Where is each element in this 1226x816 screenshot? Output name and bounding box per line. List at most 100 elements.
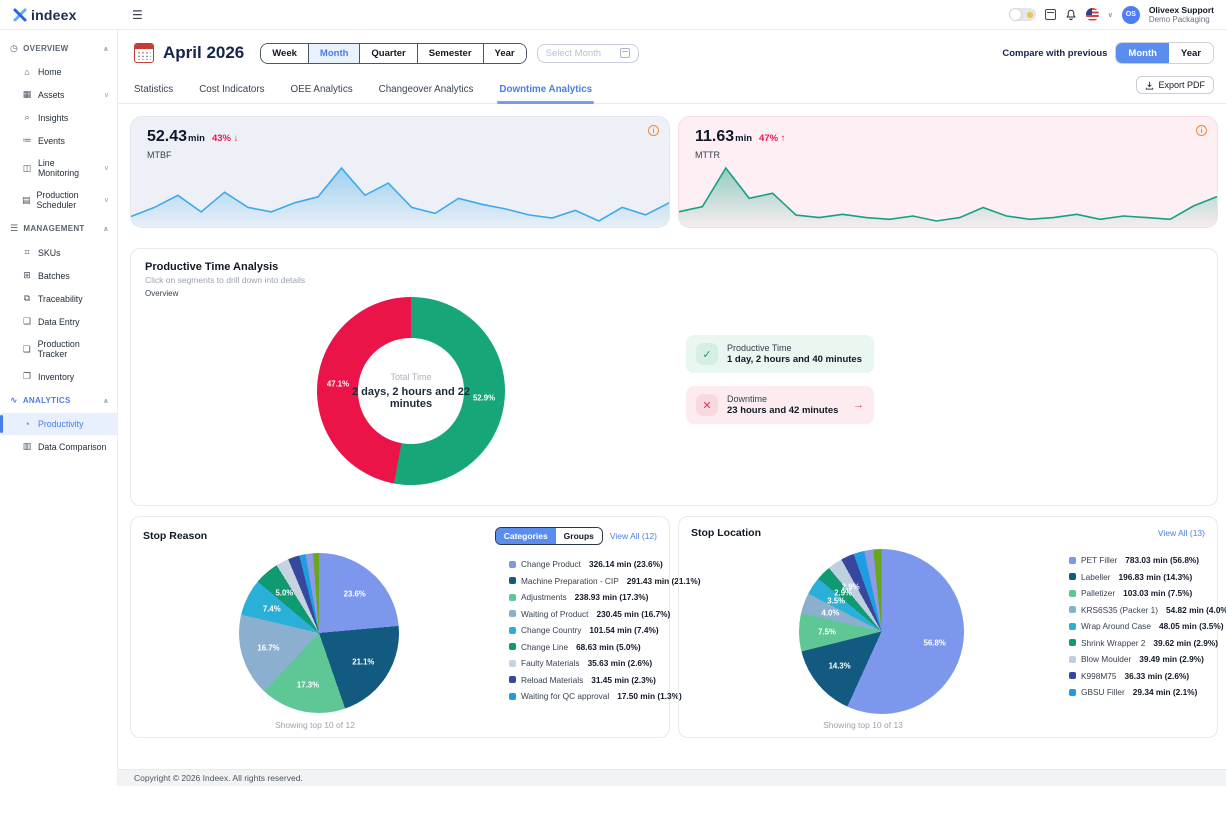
sidebar-section-management[interactable]: ☰MANAGEMENT∧	[0, 216, 117, 241]
sidebar-item-production-tracker[interactable]: ❏Production Tracker	[0, 333, 117, 365]
mttr-info-icon[interactable]	[1196, 125, 1207, 136]
range-quarter-button[interactable]: Quarter	[360, 44, 417, 63]
chevron-up-icon[interactable]: ∧	[103, 45, 109, 53]
language-flag-icon[interactable]	[1086, 8, 1099, 21]
toggle-groups-button[interactable]: Groups	[556, 528, 602, 544]
legend-color-swatch	[1069, 590, 1076, 597]
legend-value: 31.45 min (2.3%)	[591, 675, 656, 685]
sidebar-item-data-entry[interactable]: ❏Data Entry	[0, 310, 117, 333]
productive-chip-value: 1 day, 2 hours and 40 minutes	[727, 354, 862, 365]
app-logo[interactable]: indeex	[0, 7, 118, 23]
stop-reason-pie[interactable]: 23.6%21.1%17.3%16.7%7.4%5.0%	[239, 553, 399, 713]
sidebar-item-assets[interactable]: ▦Assets∨	[0, 83, 117, 106]
legend-color-swatch	[1069, 573, 1076, 580]
sidebar-item-label: Traceability	[38, 294, 83, 304]
download-icon	[1145, 81, 1154, 90]
range-semester-button[interactable]: Semester	[418, 44, 484, 63]
sidebar-item-label: Insights	[38, 113, 68, 123]
home-icon: ⌂	[22, 67, 32, 77]
trend-up-icon: ↑	[781, 133, 786, 144]
chevron-up-icon[interactable]: ∧	[103, 397, 109, 405]
tab-statistics[interactable]: Statistics	[134, 84, 173, 103]
chevron-down-icon[interactable]: ∨	[104, 91, 109, 99]
chevron-down-icon[interactable]: ∨	[104, 196, 109, 204]
language-chevron-icon[interactable]: ∨	[1108, 11, 1113, 19]
sidebar-item-events[interactable]: ≔Events	[0, 129, 117, 152]
productive-time-chip[interactable]: ✓ Productive Time 1 day, 2 hours and 40 …	[686, 335, 874, 373]
theme-toggle[interactable]	[1009, 8, 1036, 21]
sidebar-item-traceability[interactable]: ⧉Traceability	[0, 287, 117, 310]
mttr-value: 11.63	[695, 128, 734, 146]
sidebar-section-analytics[interactable]: ∿ANALYTICS∧	[0, 388, 117, 413]
sidebar-item-inventory[interactable]: ❐Inventory	[0, 365, 117, 388]
sidebar-item-batches[interactable]: ⊞Batches	[0, 264, 117, 287]
stop-location-view-all-link[interactable]: View All (13)	[1158, 528, 1205, 538]
range-week-button[interactable]: Week	[261, 44, 309, 63]
user-menu[interactable]: Oliveex Support Demo Packaging	[1149, 5, 1214, 25]
select-month-field[interactable]	[537, 44, 639, 63]
stop-location-pie[interactable]: 56.8%14.3%7.5%4.0%3.5%2.9%2.9%	[799, 549, 964, 714]
tab-downtime-analytics[interactable]: Downtime Analytics	[499, 84, 592, 103]
select-month-input[interactable]	[546, 48, 606, 59]
compare-month-button[interactable]: Month	[1116, 43, 1169, 63]
sidebar-item-label: Home	[38, 67, 61, 77]
export-pdf-button[interactable]: Export PDF	[1136, 76, 1214, 94]
sidebar-item-insights[interactable]: ⌕Insights	[0, 106, 117, 129]
stop-reason-view-all-link[interactable]: View All (12)	[610, 531, 657, 541]
arrow-right-icon[interactable]: →	[853, 399, 864, 411]
sidebar-section-overview[interactable]: ◷OVERVIEW∧	[0, 36, 117, 61]
sidebar-item-home[interactable]: ⌂ Home	[0, 61, 117, 83]
tab-changeover-analytics[interactable]: Changeover Analytics	[379, 84, 474, 103]
sidebar: ◷OVERVIEW∧ ⌂ Home ▦Assets∨⌕Insights≔Events◫…	[0, 30, 118, 786]
mtbf-info-icon[interactable]	[648, 125, 659, 136]
export-pdf-label: Export PDF	[1158, 80, 1205, 90]
downtime-chip[interactable]: ✕ Downtime 23 hours and 42 minutes →	[686, 386, 874, 424]
menu-toggle-icon[interactable]: ☰	[132, 8, 143, 22]
sidebar-item-skus[interactable]: ⌗SKUs	[0, 241, 117, 264]
range-month-button[interactable]: Month	[309, 44, 361, 63]
sidebar-item-line-monitoring[interactable]: ◫Line Monitoring∨	[0, 152, 117, 184]
tabs-bar: Export PDF Statistics Cost Indicators OEE …	[118, 80, 1226, 104]
range-year-button[interactable]: Year	[484, 44, 526, 63]
notifications-bell-icon[interactable]	[1065, 9, 1077, 21]
toggle-categories-button[interactable]: Categories	[496, 528, 556, 544]
legend-item-krs6s35-packer-1[interactable]: KRS6S35 (Packer 1)54.82 min (4.0%)	[1069, 605, 1226, 615]
sidebar-item-productivity[interactable]: ◔Productivity	[0, 413, 117, 435]
check-circle-icon: ✓	[696, 343, 718, 365]
sidebar-item-data-comparison[interactable]: ▥Data Comparison	[0, 435, 117, 458]
tab-cost-indicators[interactable]: Cost Indicators	[199, 84, 264, 103]
legend-label: Palletizer	[1081, 588, 1115, 598]
calendar-icon[interactable]	[1045, 9, 1056, 20]
productive-time-title: Productive Time Analysis	[145, 261, 1203, 273]
downtime-chip-title: Downtime	[727, 394, 838, 404]
tab-oee-analytics[interactable]: OEE Analytics	[291, 84, 353, 103]
chevron-down-icon[interactable]: ∨	[104, 164, 109, 172]
legend-label: KRS6S35 (Packer 1)	[1081, 605, 1158, 615]
sidebar-item-label: Production Scheduler	[37, 190, 98, 210]
compare-year-button[interactable]: Year	[1169, 43, 1213, 63]
sidebar-item-production-scheduler[interactable]: ▤Production Scheduler∨	[0, 184, 117, 216]
mtbf-sparkline-chart	[131, 165, 669, 227]
legend-label: K998M75	[1081, 671, 1117, 681]
avatar[interactable]: OS	[1122, 6, 1140, 24]
chevron-up-icon[interactable]: ∧	[103, 225, 109, 233]
